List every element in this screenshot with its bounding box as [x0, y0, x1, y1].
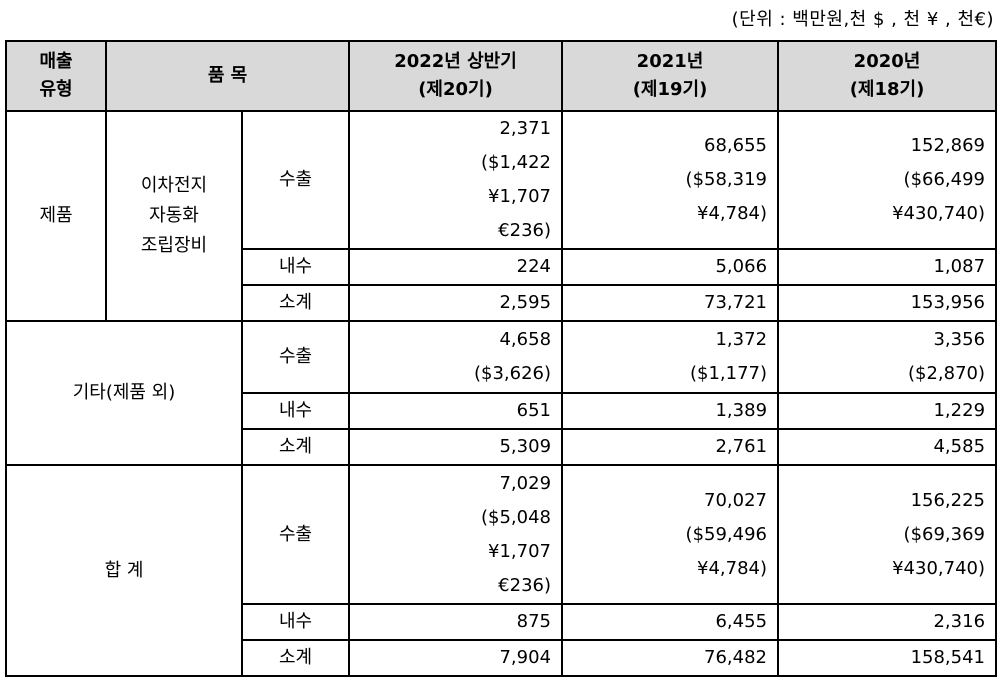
product-subtotal-2020: 153,956 — [777, 284, 998, 322]
product-type-cell: 제품 — [5, 110, 107, 322]
total-domestic-label: 내수 — [240, 603, 351, 641]
total-domestic-2020: 2,316 — [777, 603, 998, 641]
other-subtotal-2022: 5,309 — [348, 428, 564, 466]
header-2020: 2020년 (제18기) — [777, 40, 998, 112]
total-export-label: 수출 — [240, 464, 351, 605]
header-sales-type: 매출 유형 — [5, 40, 107, 112]
product-export-2022: 2,371 ($1,422 ¥1,707 €236) — [348, 110, 564, 250]
product-export-2021: 68,655 ($58,319 ¥4,784) — [561, 110, 780, 250]
row-product-domestic: 내수 224 5,066 1,087 — [6, 248, 998, 286]
row-total-domestic: 내수 875 6,455 2,316 — [6, 603, 998, 641]
header-2021: 2021년 (제19기) — [561, 40, 780, 112]
other-domestic-2020: 1,229 — [777, 392, 998, 430]
product-domestic-label: 내수 — [240, 248, 351, 286]
other-export-label: 수출 — [240, 320, 351, 394]
total-type-cell: 합 계 — [5, 464, 243, 677]
header-row: 매출 유형 품 목 2022년 상반기 (제20기) 2021년 (제19기) … — [5, 40, 998, 112]
product-subtotal-2022: 2,595 — [348, 284, 564, 322]
product-export-2020: 152,869 ($66,499 ¥430,740) — [777, 110, 998, 250]
row-product-subtotal: 소계 2,595 73,721 153,956 — [6, 284, 998, 322]
product-subtotal-label: 소계 — [240, 284, 351, 322]
row-other-export: 기타(제품 외) 수출 4,658 ($3,626) 1,372 ($1,177… — [5, 320, 998, 466]
total-export-2022: 7,029 ($5,048 ¥1,707 €236) — [348, 464, 564, 605]
row-other-domestic: 내수 651 1,389 1,229 — [6, 392, 998, 430]
other-subtotal-label: 소계 — [240, 428, 351, 466]
total-domestic-2022: 875 — [348, 603, 564, 641]
total-subtotal-label: 소계 — [240, 639, 351, 677]
product-item-cell: 이차전지 자동화 조립장비 — [105, 110, 243, 322]
other-export-2022: 4,658 ($3,626) — [348, 320, 564, 394]
sales-breakdown-table: 매출 유형 품 목 2022년 상반기 (제20기) 2021년 (제19기) … — [5, 40, 998, 677]
other-domestic-2022: 651 — [348, 392, 564, 430]
total-export-2021: 70,027 ($59,496 ¥4,784) — [561, 464, 780, 605]
other-export-2020: 3,356 ($2,870) — [777, 320, 998, 394]
other-export-2021: 1,372 ($1,177) — [561, 320, 780, 394]
header-item: 품 목 — [104, 40, 351, 112]
other-domestic-label: 내수 — [240, 392, 351, 430]
other-type-cell: 기타(제품 외) — [5, 320, 243, 466]
product-domestic-2020: 1,087 — [777, 248, 998, 286]
row-other-subtotal: 소계 5,309 2,761 4,585 — [6, 428, 998, 466]
other-domestic-2021: 1,389 — [561, 392, 780, 430]
header-2022: 2022년 상반기 (제20기) — [348, 40, 564, 112]
row-product-export: 제품 이차전지 자동화 조립장비 수출 2,371 ($1,422 ¥1,707… — [5, 110, 998, 322]
product-domestic-2022: 224 — [348, 248, 564, 286]
other-subtotal-2020: 4,585 — [777, 428, 998, 466]
total-subtotal-2020: 158,541 — [777, 639, 998, 677]
product-export-label: 수출 — [240, 110, 351, 250]
product-domestic-2021: 5,066 — [561, 248, 780, 286]
unit-label: (단위 : 백만원,천 $ , 천 ¥ , 천€) — [731, 9, 994, 30]
total-subtotal-2021: 76,482 — [561, 639, 780, 677]
row-total-subtotal: 소계 7,904 76,482 158,541 — [6, 639, 998, 677]
product-subtotal-2021: 73,721 — [561, 284, 780, 322]
row-total-export: 합 계 수출 7,029 ($5,048 ¥1,707 €236) 70,027… — [5, 464, 998, 677]
other-subtotal-2021: 2,761 — [561, 428, 780, 466]
total-export-2020: 156,225 ($69,369 ¥430,740) — [777, 464, 998, 605]
total-subtotal-2022: 7,904 — [348, 639, 564, 677]
total-domestic-2021: 6,455 — [561, 603, 780, 641]
